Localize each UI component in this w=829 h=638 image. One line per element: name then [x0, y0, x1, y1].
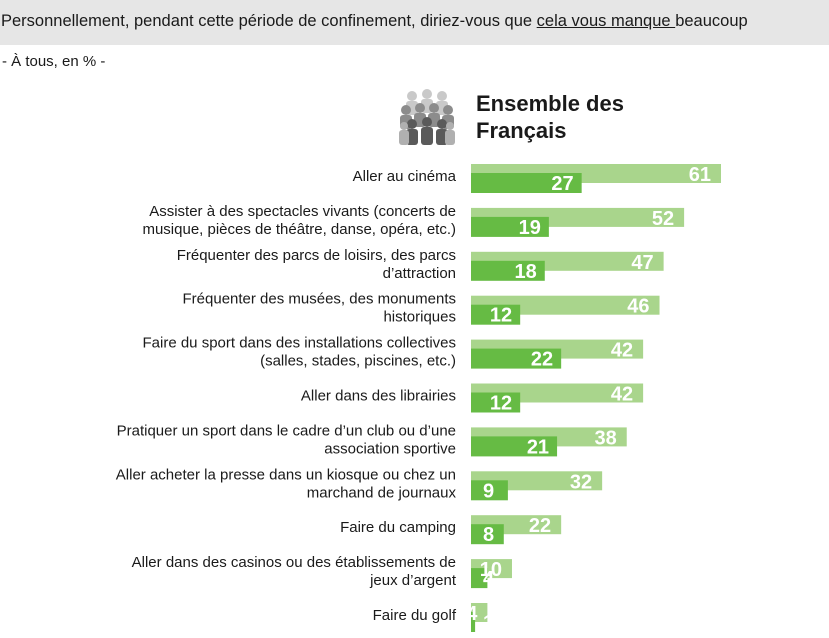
inner-value-label: 1 [483, 612, 494, 634]
bar-inner [471, 524, 504, 545]
inner-value-label: 21 [527, 436, 549, 458]
outer-value-label: 22 [529, 515, 551, 537]
outer-value-label: 61 [689, 164, 711, 186]
question-text-end: beaucoup [675, 12, 748, 30]
chart-row: Aller au cinéma 61 27 [353, 164, 721, 195]
bar-inner [471, 392, 521, 413]
outer-value-label: 52 [652, 208, 674, 230]
bar-inner [471, 480, 508, 501]
bar-inner [471, 260, 545, 281]
inner-value-label: 27 [551, 173, 573, 195]
category-label: Assister à des spectacles vivants (conce… [142, 203, 456, 238]
category-label: Pratiquer un sport dans le cadre d’un cl… [117, 422, 456, 457]
inner-value-label: 8 [483, 524, 494, 546]
chart-row: Fréquenter des parcs de loisirs, des par… [177, 247, 664, 283]
bar-inner [471, 436, 558, 457]
group-title-line2: Français [476, 118, 567, 143]
bar-chart: Aller au cinéma 61 27 Assister à des specta… [116, 164, 721, 634]
category-label: Aller dans des librairies [301, 388, 456, 405]
subtitle: - À tous, en % - [2, 53, 106, 70]
chart-row: Aller dans des casinos ou des établissem… [132, 554, 512, 590]
inner-value-label: 19 [519, 217, 541, 239]
chart-row: Aller dans des librairies 42 12 [301, 383, 644, 415]
outer-value-label: 32 [570, 471, 592, 493]
bar-inner [471, 348, 562, 369]
group-title: Ensemble des Français [476, 90, 624, 144]
bar-inner [471, 304, 521, 325]
outer-value-label: 46 [627, 296, 649, 318]
category-label: Faire du golf [373, 607, 457, 624]
outer-value-label: 42 [611, 384, 633, 406]
inner-value-label: 4 [483, 568, 495, 590]
people-group-icon [399, 89, 455, 145]
outer-value-label: 4 [466, 603, 478, 625]
inner-value-label: 18 [515, 261, 537, 283]
question-text: Personnellement, pendant cette période d… [1, 12, 748, 31]
inner-value-label: 12 [490, 393, 512, 415]
category-label: Aller acheter la presse dans un kiosque … [116, 466, 457, 501]
category-label: Faire du sport dans des installations co… [143, 335, 457, 370]
chart-row: Faire du sport dans des installations co… [143, 335, 644, 371]
chart-row: Assister à des spectacles vivants (conce… [142, 203, 685, 239]
category-label: Aller dans des casinos ou des établissem… [132, 554, 457, 589]
inner-value-label: 22 [531, 349, 553, 371]
question-header: Personnellement, pendant cette période d… [0, 0, 829, 45]
inner-value-label: 12 [490, 305, 512, 327]
outer-value-label: 10 [480, 559, 502, 581]
outer-value-label: 42 [611, 340, 633, 362]
category-label: Aller au cinéma [353, 168, 457, 185]
chart-row: Faire du camping 22 8 [340, 515, 562, 546]
category-label: Faire du camping [340, 519, 456, 536]
chart-row: Faire du golf 4 1 [373, 603, 494, 634]
bar-inner [471, 216, 549, 237]
outer-value-label: 47 [631, 252, 653, 274]
chart-row: Pratiquer un sport dans le cadre d’un cl… [117, 422, 627, 458]
outer-value-label: 38 [594, 427, 616, 449]
chart-row: Aller acheter la presse dans un kiosque … [116, 466, 603, 502]
category-label: Fréquenter des musées, des monuments hist… [183, 291, 456, 326]
bar-inner [471, 173, 582, 193]
question-text-start: Personnellement, pendant cette période d… [1, 12, 537, 30]
inner-value-label: 9 [483, 480, 494, 502]
chart-row: Fréquenter des musées, des monuments hist… [183, 291, 660, 327]
category-label: Fréquenter des parcs de loisirs, des par… [177, 247, 456, 282]
question-text-underlined: cela vous manque [536, 12, 676, 30]
bar-inner [471, 612, 476, 632]
group-title-line1: Ensemble des [476, 91, 624, 116]
bar-inner [471, 568, 488, 589]
